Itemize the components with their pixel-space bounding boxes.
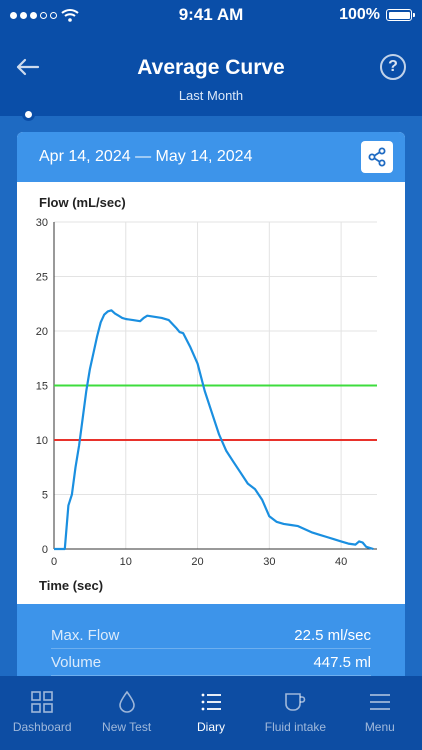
y-tick-label: 15 xyxy=(36,381,48,393)
tab-label: New Test xyxy=(102,720,152,734)
stats-panel: Max. Flow 22.5 ml/sec Volume 447.5 ml xyxy=(17,604,405,676)
status-time: 9:41 AM xyxy=(178,5,244,24)
stat-value: 447.5 ml xyxy=(313,653,371,671)
tab-bar: Dashboard New Test Diary Fluid intake xyxy=(0,676,422,750)
flow-chart-svg: 0 5 10 15 20 25 30 0 10 20 30 40 Flow (mL/sec) Time… xyxy=(36,195,377,593)
y-tick-label: 20 xyxy=(36,326,48,338)
page-subtitle: Last Month xyxy=(178,88,244,103)
tab-diary[interactable]: Diary xyxy=(169,676,253,750)
timeline-marker xyxy=(22,108,35,121)
y-tick-label: 25 xyxy=(36,272,48,284)
tab-label: Diary xyxy=(197,720,226,734)
share-icon xyxy=(368,147,386,167)
status-left xyxy=(10,8,150,22)
signal-icon xyxy=(10,11,57,19)
curve-card: Apr 14, 2024 — May 14, 2024 0 5 10 15 20 25 30… xyxy=(17,132,405,676)
x-axis-label: Time (sec) xyxy=(39,578,103,593)
status-bar: 9:41 AM 100% xyxy=(0,0,422,30)
tab-label: Dashboard xyxy=(12,720,72,734)
status-right: 100% xyxy=(272,6,415,24)
chart-axes: 0 5 10 15 20 25 30 0 10 20 30 40 xyxy=(36,217,377,568)
tab-label: Menu xyxy=(364,720,395,734)
tab-label: Fluid intake xyxy=(264,720,327,734)
share-button[interactable] xyxy=(361,141,393,173)
help-icon: ? xyxy=(388,58,398,75)
y-tick-label: 10 xyxy=(36,435,48,447)
y-tick-label: 5 xyxy=(42,490,48,502)
chart-series xyxy=(54,309,374,551)
stat-max-flow: Max. Flow 22.5 ml/sec xyxy=(51,622,371,649)
content-area: Apr 14, 2024 — May 14, 2024 0 5 10 15 20 25 30… xyxy=(0,108,422,676)
battery-percent: 100% xyxy=(339,6,380,23)
menu-icon xyxy=(369,694,390,710)
tab-new-test[interactable]: New Test xyxy=(84,676,168,750)
y-tick-label: 30 xyxy=(36,217,48,229)
grid-icon xyxy=(31,691,54,713)
tab-dashboard[interactable]: Dashboard xyxy=(0,676,84,750)
stat-volume: Volume 447.5 ml xyxy=(51,649,371,676)
stat-label: Volume xyxy=(51,653,102,671)
list-icon xyxy=(201,693,222,711)
tab-fluid-intake[interactable]: Fluid intake xyxy=(253,676,337,750)
back-button[interactable] xyxy=(12,52,42,82)
x-tick-label: 10 xyxy=(120,556,132,568)
x-tick-label: 20 xyxy=(191,556,203,568)
page-title: Average Curve xyxy=(137,56,285,79)
arrow-left-icon xyxy=(16,58,40,76)
droplet-icon xyxy=(118,690,135,713)
card-header: Apr 14, 2024 — May 14, 2024 xyxy=(17,132,405,182)
x-tick-label: 0 xyxy=(51,556,57,568)
y-axis-label: Flow (mL/sec) xyxy=(39,195,126,210)
flow-chart: 0 5 10 15 20 25 30 0 10 20 30 40 Flow (mL/sec) Time… xyxy=(17,182,405,606)
x-tick-label: 40 xyxy=(335,556,347,568)
y-tick-label: 0 xyxy=(42,544,48,556)
nav-header: Average Curve Last Month ? xyxy=(0,30,422,116)
stat-label: Max. Flow xyxy=(51,626,120,644)
help-button[interactable]: ? xyxy=(380,54,406,80)
cup-icon xyxy=(285,693,306,711)
tab-menu[interactable]: Menu xyxy=(338,676,422,750)
date-range: Apr 14, 2024 — May 14, 2024 xyxy=(39,148,253,165)
battery-icon xyxy=(386,9,415,21)
stat-value: 22.5 ml/sec xyxy=(294,626,371,644)
wifi-icon xyxy=(61,9,79,22)
flow-curve xyxy=(54,309,374,551)
reference-lines xyxy=(54,384,377,441)
x-tick-label: 30 xyxy=(263,556,275,568)
